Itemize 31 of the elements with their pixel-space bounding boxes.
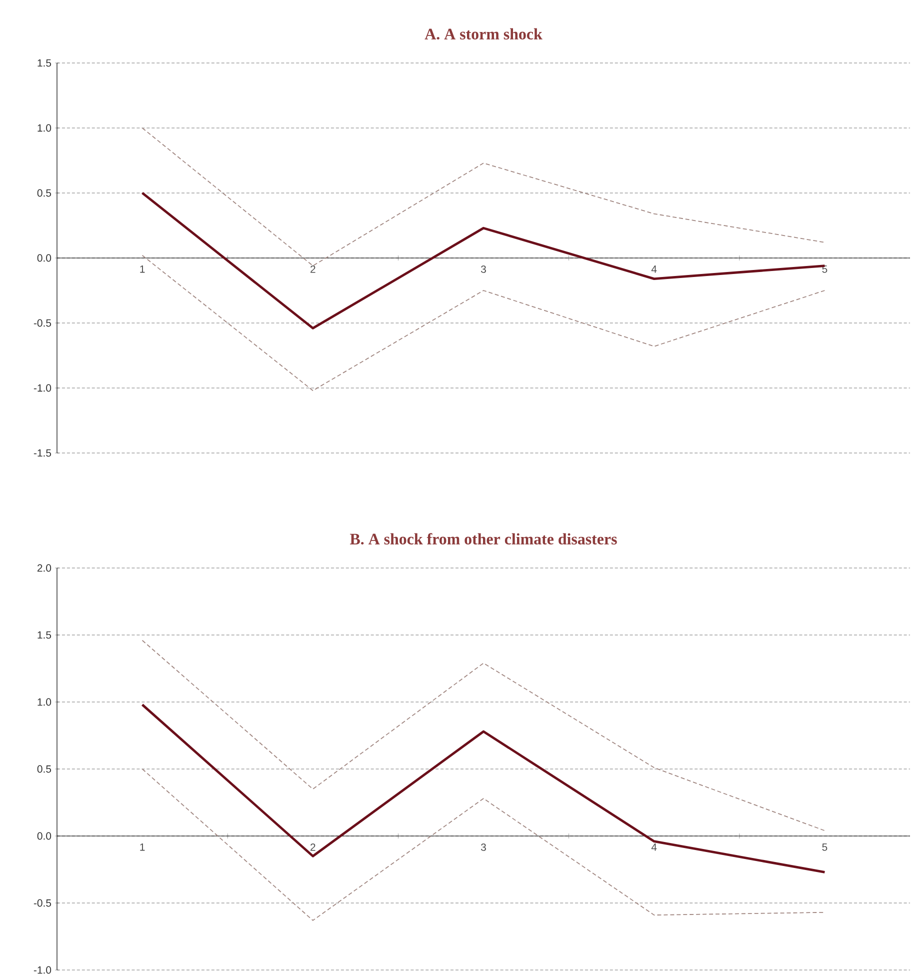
line-series [141, 703, 826, 874]
y-tick-label: -0.5 [34, 319, 52, 327]
line-series [142, 640, 826, 832]
x-tick-label: 2 [310, 266, 316, 273]
y-tick-label: 0.0 [37, 832, 52, 840]
line-series [141, 192, 826, 330]
x-tick-label: 4 [651, 844, 657, 851]
y-tick-label: 2.0 [37, 564, 52, 572]
x-tick-label: 3 [480, 266, 486, 273]
y-tick-label: 0.5 [37, 765, 52, 773]
x-tick-label: 5 [822, 844, 828, 851]
line-series [142, 128, 826, 266]
y-tick-label: -1.0 [34, 384, 52, 392]
chart-title: B. A shock from other climate disasters [350, 533, 617, 545]
y-tick-label: 1.0 [38, 124, 52, 132]
y-tick-label: 1.5 [38, 59, 52, 67]
line-series [142, 254, 826, 392]
y-tick-label: 0.5 [37, 189, 52, 197]
line-series [142, 768, 826, 921]
y-tick-label: 1.5 [38, 631, 52, 639]
x-tick-label: 1 [140, 844, 145, 851]
chart-title: A. A storm shock [424, 28, 542, 40]
y-tick-label: -0.5 [34, 899, 52, 907]
x-tick-label: 4 [651, 266, 657, 273]
x-tick-label: 1 [140, 266, 145, 273]
x-tick-label: 3 [480, 844, 486, 851]
y-tick-label: 1.0 [38, 698, 52, 706]
y-tick-label: -1.5 [34, 449, 52, 457]
y-tick-label: 0.0 [37, 254, 52, 262]
x-tick-label: 2 [310, 844, 316, 851]
y-tick-label: -1.0 [34, 966, 52, 974]
